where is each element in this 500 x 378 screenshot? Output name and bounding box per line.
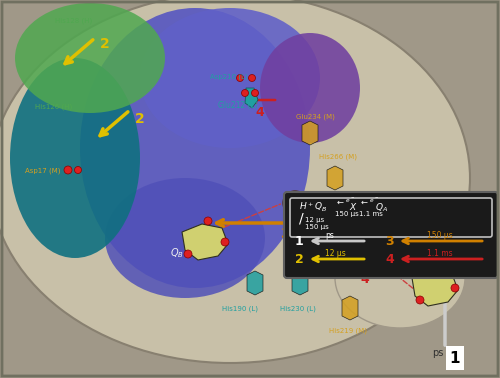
Circle shape bbox=[242, 90, 248, 96]
FancyBboxPatch shape bbox=[284, 192, 498, 278]
Text: 4: 4 bbox=[360, 273, 369, 286]
Polygon shape bbox=[247, 271, 263, 295]
Text: 150 µs: 150 µs bbox=[305, 224, 329, 230]
Circle shape bbox=[64, 166, 72, 174]
Text: $H^+ Q_B$: $H^+ Q_B$ bbox=[299, 200, 328, 214]
Text: 3: 3 bbox=[280, 227, 289, 241]
Circle shape bbox=[236, 74, 244, 82]
Circle shape bbox=[221, 238, 229, 246]
Text: $Q_A$: $Q_A$ bbox=[375, 201, 388, 214]
Polygon shape bbox=[412, 270, 458, 306]
Polygon shape bbox=[292, 271, 308, 295]
Text: 4: 4 bbox=[385, 253, 394, 266]
Polygon shape bbox=[245, 88, 258, 108]
Ellipse shape bbox=[140, 8, 320, 148]
Circle shape bbox=[436, 262, 444, 270]
Text: Glu212 (L): Glu212 (L) bbox=[218, 101, 258, 110]
Ellipse shape bbox=[260, 33, 360, 143]
Polygon shape bbox=[182, 224, 228, 260]
Text: $\leftarrow^{e^-}$: $\leftarrow^{e^-}$ bbox=[335, 198, 355, 208]
FancyBboxPatch shape bbox=[290, 198, 492, 237]
Ellipse shape bbox=[80, 8, 310, 288]
Text: His266 (M): His266 (M) bbox=[319, 153, 357, 160]
Text: Glu234 (M): Glu234 (M) bbox=[296, 113, 335, 119]
Text: 1.1 ms: 1.1 ms bbox=[359, 211, 383, 217]
Polygon shape bbox=[302, 121, 318, 145]
Text: 150 µs: 150 µs bbox=[335, 211, 359, 217]
Circle shape bbox=[252, 90, 258, 96]
Circle shape bbox=[74, 166, 82, 174]
Ellipse shape bbox=[10, 58, 140, 258]
Text: /: / bbox=[299, 211, 304, 225]
Ellipse shape bbox=[105, 178, 265, 298]
Circle shape bbox=[204, 217, 212, 225]
Circle shape bbox=[248, 74, 256, 82]
Text: His230 (L): His230 (L) bbox=[280, 305, 316, 311]
Text: $X$: $X$ bbox=[349, 201, 358, 212]
Text: Asp210 (L): Asp210 (L) bbox=[210, 73, 248, 79]
Text: 1.1 ms: 1.1 ms bbox=[427, 249, 452, 258]
Circle shape bbox=[451, 284, 459, 292]
Text: 12 µs: 12 µs bbox=[325, 249, 346, 258]
Text: ps: ps bbox=[325, 231, 334, 240]
Polygon shape bbox=[342, 296, 358, 320]
Text: His219 (M): His219 (M) bbox=[329, 328, 367, 335]
Text: 1: 1 bbox=[449, 349, 460, 367]
Text: 4: 4 bbox=[255, 106, 264, 119]
Text: His190 (L): His190 (L) bbox=[222, 305, 258, 311]
Text: 1: 1 bbox=[449, 351, 460, 366]
Text: His128 (H): His128 (H) bbox=[55, 18, 92, 25]
Text: His126 (H): His126 (H) bbox=[35, 103, 72, 110]
Text: $Fe^{2+}$: $Fe^{2+}$ bbox=[301, 198, 321, 210]
Ellipse shape bbox=[335, 228, 465, 328]
Text: 2: 2 bbox=[100, 37, 110, 51]
Polygon shape bbox=[327, 166, 343, 190]
Text: 150 µs: 150 µs bbox=[427, 231, 453, 240]
Text: $Q_B$: $Q_B$ bbox=[170, 246, 184, 260]
Text: 3: 3 bbox=[385, 235, 394, 248]
Text: Asp17 (M): Asp17 (M) bbox=[25, 168, 60, 175]
Text: ps: ps bbox=[432, 348, 444, 358]
Text: $\leftarrow^{e^-}$: $\leftarrow^{e^-}$ bbox=[359, 198, 379, 208]
Circle shape bbox=[416, 296, 424, 304]
Text: 1: 1 bbox=[295, 235, 304, 248]
Text: 2: 2 bbox=[295, 253, 304, 266]
Ellipse shape bbox=[15, 3, 165, 113]
Text: $Q_A$: $Q_A$ bbox=[462, 260, 476, 274]
Text: 12 µs: 12 µs bbox=[305, 217, 324, 223]
Circle shape bbox=[184, 250, 192, 258]
Ellipse shape bbox=[0, 0, 470, 363]
Text: 2: 2 bbox=[135, 112, 145, 126]
Circle shape bbox=[283, 191, 307, 215]
